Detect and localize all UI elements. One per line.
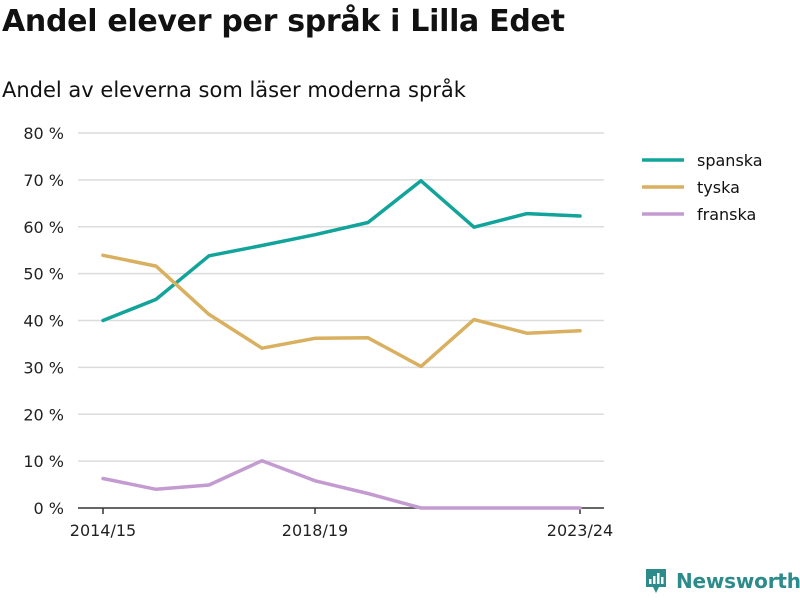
series-line-tyska bbox=[101, 253, 582, 369]
newsworthy-logo-icon bbox=[646, 569, 666, 593]
chart-subtitle: Andel av eleverna som läser moderna språ… bbox=[2, 78, 466, 102]
y-tick-label: 0 % bbox=[34, 499, 64, 518]
x-tick-label: 2023/24 bbox=[547, 521, 613, 540]
series-lines bbox=[101, 179, 582, 510]
y-axis: 0 % 10 % 20 % 30 % 40 % 50 % 60 % 70 % 80 % bbox=[23, 124, 64, 518]
legend-label-franska: franska bbox=[697, 205, 756, 224]
y-tick-label: 50 % bbox=[23, 265, 64, 284]
y-tick-label: 70 % bbox=[23, 171, 64, 190]
y-tick-label: 20 % bbox=[23, 405, 64, 424]
x-axis: 2014/15 2018/19 2023/24 bbox=[70, 507, 613, 540]
y-tick-label: 30 % bbox=[23, 358, 64, 377]
x-tick-label: 2018/19 bbox=[282, 521, 348, 540]
y-tick-label: 80 % bbox=[23, 124, 64, 143]
brand-name: Newsworthy bbox=[676, 569, 800, 593]
y-tick-label: 40 % bbox=[23, 312, 64, 331]
series-line-spanska bbox=[101, 179, 582, 323]
legend-label-spanska: spanska bbox=[697, 151, 763, 170]
y-tick-label: 10 % bbox=[23, 452, 64, 471]
x-tick-label: 2014/15 bbox=[70, 521, 136, 540]
chart-title: Andel elever per språk i Lilla Edet bbox=[2, 4, 565, 39]
series-line-franska bbox=[101, 458, 582, 510]
legend-label-tyska: tyska bbox=[697, 178, 740, 197]
newsworthy-brand: Newsworthy bbox=[644, 567, 800, 595]
legend: spanska tyska franska bbox=[642, 151, 763, 224]
y-tick-label: 60 % bbox=[23, 218, 64, 237]
